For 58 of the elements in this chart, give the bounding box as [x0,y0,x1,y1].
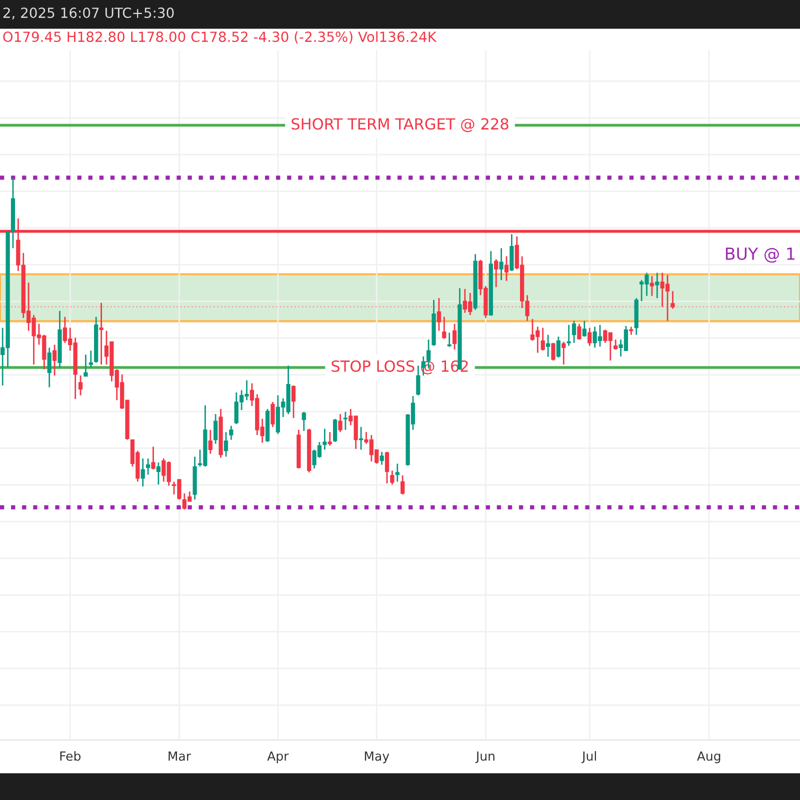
candlestick [208,429,212,454]
candlestick [140,458,145,488]
candlestick [47,346,52,388]
candlestick [572,320,576,344]
candlestick [442,316,446,340]
candlestick [655,272,660,299]
candlestick [146,458,150,476]
candlestick [384,451,390,484]
band-label: BUY @ 1 [726,248,794,263]
candlestick [452,323,457,350]
candlestick [588,327,592,347]
text: O179.45 H182.80 L178.00 C178.52 -4.30 (-2.35%) Vol136.24K [3,31,437,44]
candlestick [52,344,57,376]
candlestick [551,342,556,362]
candlestick [582,320,586,338]
candlestick [400,474,405,496]
ref-line-label: SHORT TERM TARGET @ 228 [292,118,508,132]
candlestick [546,334,550,358]
candlestick [333,418,338,443]
candlestick [504,256,509,282]
candlestick [78,374,83,396]
x-tick-label: Feb [60,751,81,761]
candlestick [436,297,442,332]
candlestick [499,247,504,281]
candlestick [156,462,161,486]
candlestick [650,275,654,297]
candlestick [84,354,88,377]
candlestick [577,323,582,340]
x-tick-label: Apr [267,751,289,764]
candlestick [214,413,218,445]
candlestick [99,302,104,366]
candlestick [291,384,296,419]
candlestick [270,401,275,428]
candlestick [88,350,93,368]
candlestick [302,411,306,432]
candlestick [328,431,332,446]
x-tick-label: Aug [696,751,720,764]
candlestick [670,290,675,310]
candlestick [224,431,228,458]
candlestick [380,451,384,466]
candlestick [614,338,618,350]
candlestick [562,341,566,366]
x-tick-label: Jul [581,751,596,764]
candlestick [151,446,156,470]
candlestick [390,470,394,486]
x-tick-label: May [364,751,390,764]
candlestick [540,327,545,352]
candlestick [338,413,342,433]
candlestick [556,336,561,358]
candlestick [494,258,498,288]
candlestick [395,462,400,482]
candlestick [510,234,514,272]
candlestick [416,364,420,396]
x-tick-label: Jun [475,751,494,764]
candlestick [229,425,234,440]
x-tick-label: Mar [168,751,192,761]
text: 2, 2025 16:07 UTC+5:30 [3,8,174,20]
candlestick [322,428,327,450]
